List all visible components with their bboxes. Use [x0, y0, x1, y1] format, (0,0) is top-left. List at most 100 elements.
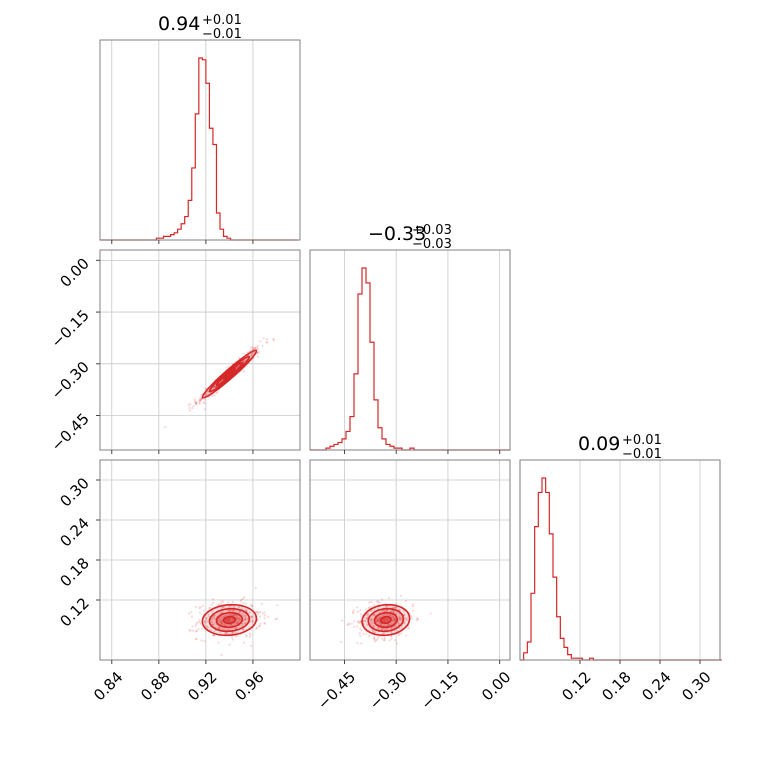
pair-1-point — [238, 617, 241, 621]
pair-0-point — [199, 398, 202, 401]
pair-1-point — [202, 604, 205, 607]
pair-1-point — [250, 615, 253, 618]
pair-1-point — [227, 617, 231, 620]
pair-1-point — [220, 622, 223, 625]
pair-2-point — [352, 609, 355, 612]
pair-0-point — [238, 356, 241, 360]
pair-2-point — [386, 605, 389, 608]
pair-2-point — [392, 610, 395, 614]
pair-1-point — [195, 638, 198, 641]
pair-1-point — [217, 620, 220, 623]
pair-0-point — [215, 392, 218, 395]
pair-2-point — [393, 618, 396, 621]
pair-2-point — [350, 622, 353, 625]
pair-2-point — [393, 625, 396, 628]
pair-2-point — [386, 613, 389, 617]
pair-2-point — [369, 618, 372, 622]
pair-1-point — [244, 616, 247, 620]
pair-2-point — [386, 618, 389, 621]
pair-0-point — [242, 352, 245, 355]
pair-1-point — [195, 637, 198, 640]
xtick-label-col1-1: −0.30 — [366, 668, 411, 713]
pair-1-point — [219, 620, 223, 624]
pair-1-point — [218, 626, 221, 630]
pair-1-point — [203, 620, 206, 623]
pair-2-point — [372, 630, 375, 633]
pair-2-point — [356, 625, 359, 628]
pair-1-point — [244, 622, 247, 625]
pair-1-point — [225, 619, 228, 622]
pair-0-point — [203, 402, 206, 405]
pair-2-point — [363, 619, 366, 622]
pair-2-point — [392, 616, 395, 619]
pair-2-point — [412, 609, 415, 612]
pair-1-point — [208, 606, 211, 609]
pair-1-point — [250, 644, 253, 647]
pair-2-point — [373, 631, 376, 634]
pair-1-point — [228, 617, 231, 621]
pair-1-point — [228, 620, 232, 623]
pair-0-point — [266, 341, 269, 344]
pair-2-point — [386, 620, 389, 623]
pair-0-point — [213, 385, 216, 388]
pair-1-point — [260, 602, 263, 606]
pair-1-point — [220, 619, 223, 622]
pair-1-point — [199, 605, 202, 609]
pair-1-point — [243, 622, 246, 625]
pair-2-point — [397, 622, 400, 625]
pair-1-point — [198, 618, 201, 622]
pair-panel-0-2 — [96, 459, 301, 664]
pair-2-point — [357, 622, 360, 625]
xtick-label-col2-2: 0.24 — [638, 668, 674, 704]
pair-1-point — [207, 613, 210, 616]
pair-1-point — [213, 630, 216, 633]
pair-0-point — [261, 344, 264, 347]
pair-2-point — [387, 624, 390, 627]
pair-2-point — [363, 619, 366, 622]
pair-2-point — [379, 622, 383, 626]
pair-0-point — [253, 347, 256, 350]
pair-2-point — [416, 617, 419, 620]
xtick-label-col0-0: 0.84 — [90, 668, 126, 704]
pair-1-point — [250, 604, 254, 607]
pair-2-point — [374, 619, 378, 622]
pair-2-point — [372, 613, 375, 617]
ytick-label-row2-0: 0.30 — [56, 474, 92, 510]
pair-2-point — [359, 609, 362, 612]
pair-1-point — [220, 606, 223, 609]
pair-2-point — [405, 618, 408, 622]
pair-1-point — [245, 634, 248, 637]
hist-1-step — [310, 267, 510, 451]
pair-1-point — [259, 622, 262, 625]
pair-2-point — [384, 610, 387, 613]
pair-0-point — [257, 355, 260, 358]
pair-1-point — [234, 635, 237, 638]
pair-0-point — [199, 396, 202, 399]
pair-1-point — [198, 611, 201, 614]
pair-0-contour-1 — [208, 355, 251, 393]
pair-1-point — [198, 620, 201, 624]
pair-2-point — [389, 614, 392, 617]
pair-2-point — [352, 612, 355, 615]
pair-1-point — [236, 621, 239, 624]
pair-1-point — [263, 617, 266, 620]
xtick-label-col1-3: 0.00 — [478, 668, 514, 704]
pair-2-point — [398, 616, 401, 619]
pair-1-point — [244, 617, 247, 620]
pair-0-point — [194, 401, 197, 404]
pair-2-point — [367, 613, 370, 616]
pair-1-point — [237, 620, 240, 623]
pair-1-point — [231, 610, 234, 613]
pair-1-point — [205, 617, 209, 620]
pair-2-point — [378, 617, 381, 620]
ytick-label-row2-1: 0.24 — [56, 514, 92, 550]
pair-2-point — [385, 618, 388, 621]
pair-1-point — [263, 621, 266, 624]
pair-0-point — [256, 344, 260, 347]
pair-1-point — [220, 622, 223, 625]
pair-1-point — [231, 631, 234, 634]
hist-0-step — [100, 57, 298, 241]
pair-1-point — [224, 624, 227, 627]
pair-2-point — [370, 600, 373, 604]
pair-0-point — [272, 337, 275, 341]
